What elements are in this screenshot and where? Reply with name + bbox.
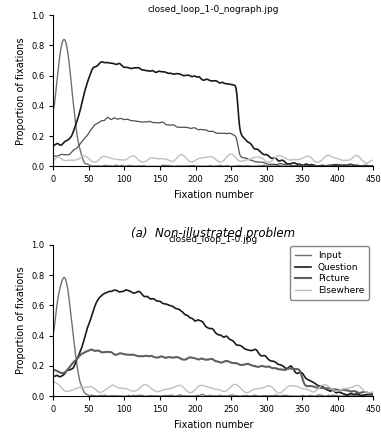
Title: closed_loop_1-0.jpg: closed_loop_1-0.jpg	[169, 235, 258, 244]
Legend: Input, Question, Picture, Elsewhere: Input, Question, Picture, Elsewhere	[290, 246, 369, 300]
X-axis label: Fixation number: Fixation number	[174, 190, 253, 200]
X-axis label: Fixation number: Fixation number	[174, 420, 253, 430]
Text: (a)  Non-illustrated problem: (a) Non-illustrated problem	[131, 227, 295, 240]
Title: closed_loop_1-0_nograph.jpg: closed_loop_1-0_nograph.jpg	[147, 5, 279, 14]
Y-axis label: Proportion of fixations: Proportion of fixations	[16, 267, 26, 375]
Y-axis label: Proportion of fixations: Proportion of fixations	[16, 37, 26, 145]
